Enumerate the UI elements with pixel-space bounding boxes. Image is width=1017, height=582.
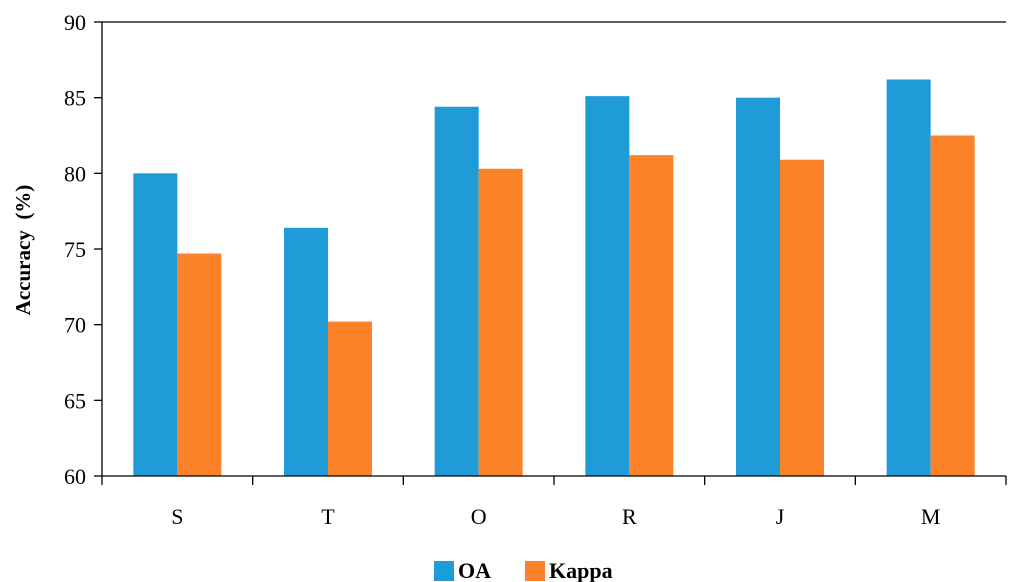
bar-oa-t xyxy=(284,227,328,476)
legend-swatch-kappa xyxy=(525,561,545,581)
x-tick-label: T xyxy=(321,504,335,529)
bar-oa-m xyxy=(886,79,931,477)
bar-oa-j xyxy=(736,97,780,477)
bar-kappa-r xyxy=(629,155,674,476)
legend-label-oa: OA xyxy=(458,558,491,582)
bar-oa-r xyxy=(585,96,630,477)
bar-kappa-o xyxy=(478,168,523,476)
bar-kappa-m xyxy=(930,135,975,476)
y-tick-label: 85 xyxy=(64,86,86,111)
y-tick-label: 90 xyxy=(64,10,86,35)
x-tick-label: S xyxy=(171,504,183,529)
x-tick-label: J xyxy=(776,504,785,529)
legend: OA Kappa xyxy=(434,558,613,582)
bar-oa-o xyxy=(434,106,479,476)
y-tick-label: 80 xyxy=(64,161,86,186)
bar-kappa-j xyxy=(780,159,824,477)
plot-area xyxy=(133,79,975,477)
y-tick-label: 65 xyxy=(64,388,86,413)
bar-kappa-s xyxy=(177,253,222,476)
y-tick-label: 60 xyxy=(64,464,86,489)
bar-kappa-t xyxy=(328,321,372,476)
bar-oa-s xyxy=(133,173,178,477)
y-axis-title: Accuracy (%) xyxy=(11,185,35,316)
y-tick-label: 75 xyxy=(64,237,86,262)
axes: S T O R J M 60 65 70 75 80 85 90 xyxy=(64,10,1007,529)
x-tick-label: R xyxy=(622,504,637,529)
y-tick-label: 70 xyxy=(64,313,86,338)
legend-label-kappa: Kappa xyxy=(549,558,613,582)
x-tick-label: O xyxy=(471,504,487,529)
legend-swatch-oa xyxy=(434,561,454,581)
x-tick-label: M xyxy=(921,504,941,529)
